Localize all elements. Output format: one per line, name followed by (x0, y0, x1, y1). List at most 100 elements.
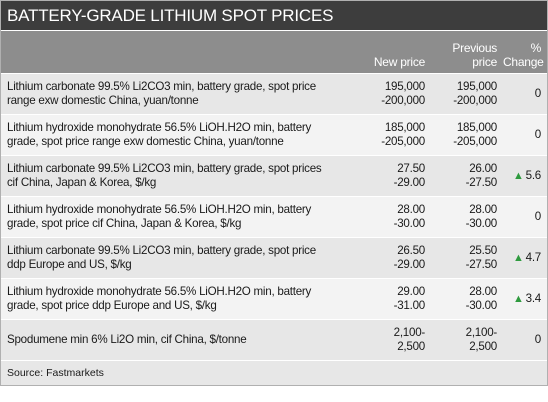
table-cell: Lithium carbonate 99.5% Li2CO3 min, batt… (1, 244, 351, 272)
table-cell: Spodumene min 6% Li2O min, cif China, $/… (1, 333, 351, 347)
cell-text: 28.00 (469, 203, 497, 216)
table-row: Spodumene min 6% Li2O min, cif China, $/… (1, 319, 547, 360)
table-cell: 29.00 -31.00 (351, 285, 431, 313)
cell-text: -30.00 (465, 299, 498, 312)
cell-text: Lithium hydroxide monohydrate 56.5% LiOH… (7, 121, 312, 134)
table-title: BATTERY-GRADE LITHIUM SPOT PRICES (1, 1, 547, 30)
cell-text: 26.50 (397, 244, 425, 257)
table-cell: 0 (503, 128, 547, 142)
header-text: price (472, 55, 497, 69)
table-cell: 28.00 -30.00 (351, 203, 431, 231)
cell-text: Lithium carbonate 99.5% Li2CO3 min, batt… (7, 80, 316, 93)
header-cell: New price (351, 55, 431, 73)
cell-text: -27.50 (465, 258, 498, 271)
table-cell: 195,000 -200,000 (431, 80, 503, 108)
table-row: Lithium carbonate 99.5% Li2CO3 min, batt… (1, 237, 547, 278)
cell-text: 195,000 (456, 80, 497, 93)
table-cell: 0 (503, 87, 547, 101)
price-table: BATTERY-GRADE LITHIUM SPOT PRICES New pr… (0, 0, 548, 386)
cell-text: Lithium hydroxide monohydrate 56.5% LiOH… (7, 285, 312, 298)
header-text: Change (503, 55, 544, 69)
table-cell: 0 (503, 333, 547, 347)
header-text: % (530, 41, 542, 55)
table-cell: 25.50 -27.50 (431, 244, 503, 272)
cell-text: -29.00 (393, 258, 426, 271)
cell-text: cif China, Japan & Korea, $/kg (7, 176, 157, 189)
table-row: Lithium hydroxide monohydrate 56.5% LiOH… (1, 114, 547, 155)
cell-text: 28.00 (469, 285, 497, 298)
cell-text: 2,100- (393, 326, 426, 339)
table-cell: Lithium hydroxide monohydrate 56.5% LiOH… (1, 203, 351, 231)
header-text: New price (373, 55, 425, 69)
cell-text: 185,000 (384, 121, 425, 134)
table-row: Lithium hydroxide monohydrate 56.5% LiOH… (1, 278, 547, 319)
up-arrow: ▲ (512, 252, 524, 264)
table-cell: ▲ 3.4 (503, 292, 547, 306)
up-arrow: ▲ (512, 293, 524, 305)
table-row: Lithium hydroxide monohydrate 56.5% LiOH… (1, 196, 547, 237)
cell-text: -200,000 (381, 94, 425, 107)
source-note: Source: Fastmarkets (1, 360, 547, 385)
header-cell (1, 69, 351, 73)
up-arrow: ▲ (512, 170, 524, 182)
table-body: Lithium carbonate 99.5% Li2CO3 min, batt… (1, 73, 547, 360)
cell-text: 29.00 (397, 285, 425, 298)
change-value: 0 (534, 210, 541, 223)
cell-text: Lithium carbonate 99.5% Li2CO3 min, batt… (7, 162, 322, 175)
table-cell: Lithium carbonate 99.5% Li2CO3 min, batt… (1, 162, 351, 190)
cell-text: -200,000 (453, 94, 497, 107)
cell-text: 26.00 (469, 162, 497, 175)
cell-text: 28.00 (397, 203, 425, 216)
cell-text: -29.00 (393, 176, 426, 189)
change-value: 5.6 (525, 169, 542, 182)
table-cell: 26.00 -27.50 (431, 162, 503, 190)
cell-text: -27.50 (465, 176, 498, 189)
cell-text: 2,500 (469, 340, 497, 353)
table-cell: 26.50 -29.00 (351, 244, 431, 272)
header-cell: Previous price (431, 41, 503, 73)
cell-text: grade, spot price cif China, Japan & Kor… (7, 217, 242, 230)
change-value: 0 (534, 87, 541, 100)
cell-text: range exw domestic China, yuan/tonne (7, 94, 199, 107)
cell-text: -30.00 (465, 217, 498, 230)
cell-text: 185,000 (456, 121, 497, 134)
cell-text: grade, spot price ddp Europe and US, $/k… (7, 299, 217, 312)
table-cell: ▲ 4.7 (503, 251, 547, 265)
table-row: Lithium carbonate 99.5% Li2CO3 min, batt… (1, 155, 547, 196)
change-value: 0 (534, 333, 541, 346)
table-cell: 28.00 -30.00 (431, 203, 503, 231)
cell-text: -205,000 (381, 135, 425, 148)
cell-text: 25.50 (469, 244, 497, 257)
cell-text: 2,500 (397, 340, 425, 353)
table-row: Lithium carbonate 99.5% Li2CO3 min, batt… (1, 73, 547, 114)
cell-text: -31.00 (393, 299, 426, 312)
change-value: 3.4 (525, 292, 542, 305)
cell-text: -30.00 (393, 217, 426, 230)
table-cell: Lithium hydroxide monohydrate 56.5% LiOH… (1, 285, 351, 313)
table-cell: Lithium hydroxide monohydrate 56.5% LiOH… (1, 121, 351, 149)
change-value: 4.7 (525, 251, 542, 264)
table-cell: 27.50 -29.00 (351, 162, 431, 190)
header-cell: % Change (503, 41, 547, 73)
table-cell: 2,100- 2,500 (351, 326, 431, 354)
table-cell: 185,000 -205,000 (351, 121, 431, 149)
cell-text: ddp Europe and US, $/kg (7, 258, 132, 271)
cell-text: -205,000 (453, 135, 497, 148)
table-cell: 2,100- 2,500 (431, 326, 503, 354)
table-cell: Lithium carbonate 99.5% Li2CO3 min, batt… (1, 80, 351, 108)
cell-text: grade, spot price range exw domestic Chi… (7, 135, 284, 148)
table-cell: 195,000 -200,000 (351, 80, 431, 108)
table-cell: 0 (503, 210, 547, 224)
table-cell: ▲ 5.6 (503, 169, 547, 183)
cell-text: Lithium carbonate 99.5% Li2CO3 min, batt… (7, 244, 316, 257)
table-cell: 185,000 -205,000 (431, 121, 503, 149)
header-row: New price Previous price % Change (1, 30, 547, 73)
cell-text: Lithium hydroxide monohydrate 56.5% LiOH… (7, 203, 312, 216)
change-value: 0 (534, 128, 541, 141)
cell-text: 195,000 (384, 80, 425, 93)
header-text: Previous (452, 41, 497, 55)
cell-text: Spodumene min 6% Li2O min, cif China, $/… (7, 333, 247, 346)
cell-text: 27.50 (397, 162, 425, 175)
cell-text: 2,100- (465, 326, 498, 339)
table-cell: 28.00 -30.00 (431, 285, 503, 313)
